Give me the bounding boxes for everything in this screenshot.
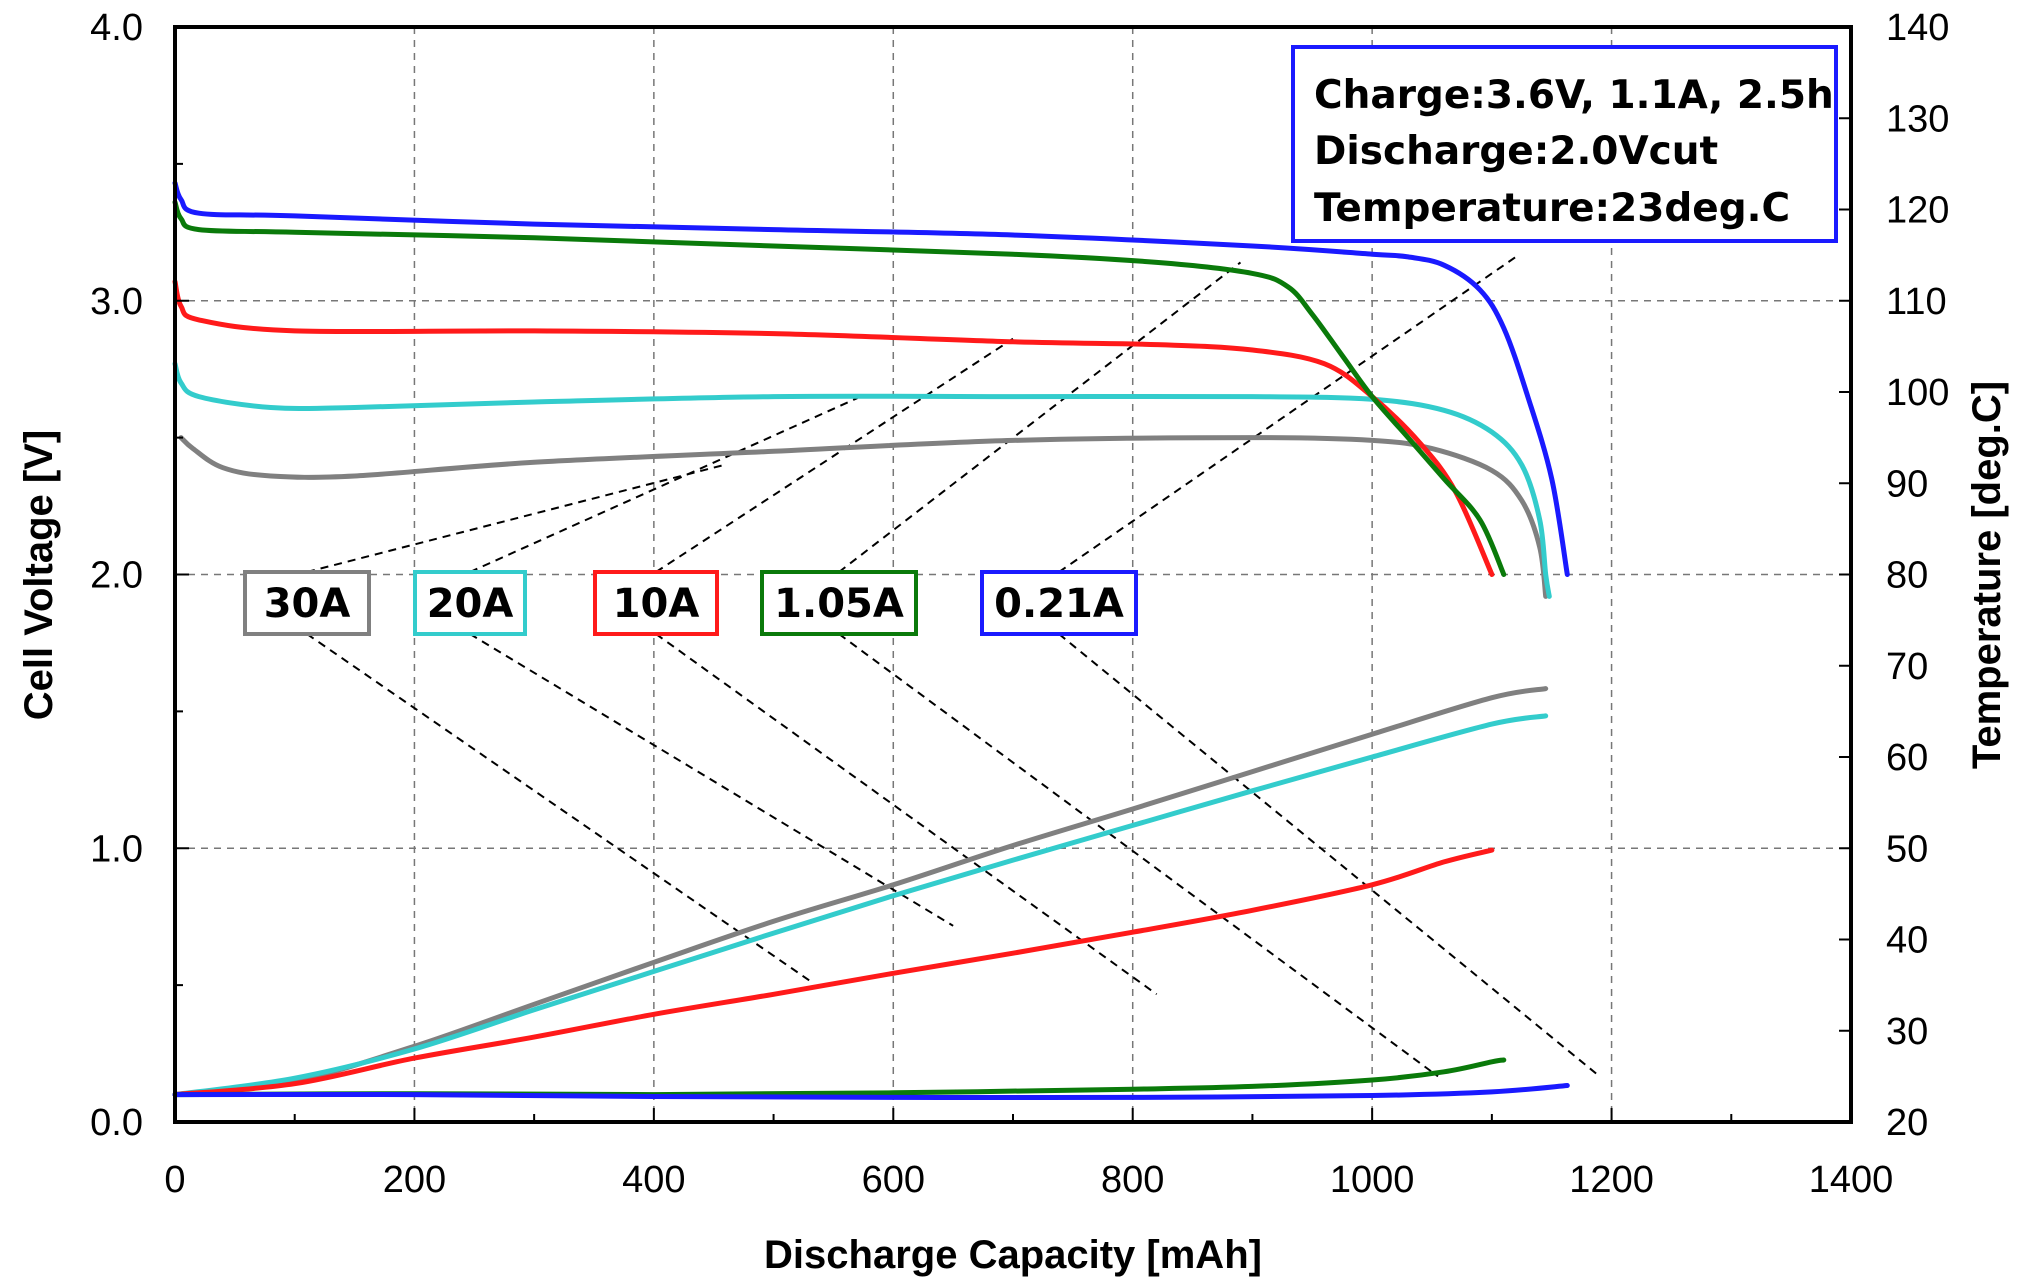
y2-tick-label: 60 bbox=[1886, 737, 1928, 779]
leader-voltage-20A bbox=[469, 397, 858, 573]
y2-tick-label: 80 bbox=[1886, 555, 1928, 597]
temperature-line-10A bbox=[172, 847, 1495, 1098]
y-tick-label: 3.0 bbox=[90, 281, 143, 323]
data-series bbox=[172, 180, 1570, 1101]
y-tick-label: 0.0 bbox=[90, 1102, 143, 1144]
temperature-condition: Temperature:23deg.C bbox=[1314, 186, 1790, 231]
y-tick-label: 4.0 bbox=[90, 7, 143, 49]
leader-temperature-30A bbox=[306, 633, 811, 982]
y2-tick-label: 50 bbox=[1886, 828, 1928, 870]
label-text-10A: 10A bbox=[613, 581, 700, 627]
discharge-condition: Discharge:2.0Vcut bbox=[1314, 129, 1718, 174]
y2-tick-label: 40 bbox=[1886, 920, 1928, 962]
label-box-20A bbox=[413, 570, 527, 636]
x-axis-title: Discharge Capacity [mAh] bbox=[764, 1233, 1262, 1277]
series-labels: 30A 20A 10A 1.05A 0.21A bbox=[243, 570, 1138, 636]
voltage-line-1_05A bbox=[172, 199, 1507, 577]
x-tick-label: 600 bbox=[862, 1159, 925, 1201]
label-box-0_21A bbox=[980, 570, 1138, 636]
label-box-1_05A bbox=[760, 570, 918, 636]
y2-tick-label: 130 bbox=[1886, 98, 1949, 140]
voltage-line-10A bbox=[172, 279, 1495, 577]
leader-voltage-30A bbox=[306, 463, 726, 573]
y2-tick-label: 140 bbox=[1886, 7, 1949, 49]
label-box-10A bbox=[593, 570, 719, 636]
y2-tick-label: 30 bbox=[1886, 1011, 1928, 1053]
y2-tick-label: 20 bbox=[1886, 1102, 1928, 1144]
y2-tick-label: 120 bbox=[1886, 190, 1949, 232]
charge-condition: Charge:3.6V, 1.1A, 2.5h bbox=[1314, 73, 1834, 118]
tick-labels: 0 200 400 600 800 1000 1200 1400 0.0 1.0 2.0 3.0 4.0… bbox=[90, 7, 1949, 1201]
temperature-line-0_21A bbox=[172, 1083, 1570, 1101]
label-text-30A: 30A bbox=[264, 581, 351, 627]
y-axis-title: Cell Voltage [V] bbox=[17, 430, 61, 720]
y2-axis-title: Temperature [deg.C] bbox=[1965, 381, 2009, 769]
leader-temperature-0_21A bbox=[1058, 633, 1601, 1078]
x-tick-label: 0 bbox=[164, 1159, 185, 1201]
leader-temperature-20A bbox=[469, 633, 954, 927]
leader-temperature-1_05A bbox=[838, 633, 1439, 1078]
y-tick-label: 2.0 bbox=[90, 555, 143, 597]
label-text-1_05A: 1.05A bbox=[774, 581, 904, 627]
x-tick-label: 1200 bbox=[1569, 1159, 1654, 1201]
voltage-line-0_21A bbox=[172, 180, 1570, 577]
x-tick-label: 200 bbox=[383, 1159, 446, 1201]
y2-tick-label: 90 bbox=[1886, 463, 1928, 505]
x-tick-label: 1400 bbox=[1809, 1159, 1894, 1201]
axis-ticks bbox=[174, 26, 1852, 1123]
temperature-line-20A bbox=[172, 713, 1549, 1098]
x-tick-label: 800 bbox=[1101, 1159, 1164, 1201]
x-tick-label: 400 bbox=[622, 1159, 685, 1201]
leader-voltage-0_21A bbox=[1058, 256, 1517, 573]
leader-voltage-10A bbox=[655, 337, 1014, 573]
leader-voltage-1_05A bbox=[838, 261, 1242, 573]
label-text-20A: 20A bbox=[427, 581, 514, 627]
y-tick-label: 1.0 bbox=[90, 828, 143, 870]
label-box-30A bbox=[243, 570, 371, 636]
leader-temperature-10A bbox=[655, 633, 1158, 996]
temperature-line-30A bbox=[172, 686, 1549, 1098]
label-text-0_21A: 0.21A bbox=[994, 581, 1124, 627]
y2-tick-label: 70 bbox=[1886, 646, 1928, 688]
y2-tick-label: 100 bbox=[1886, 372, 1949, 414]
label-leader-lines bbox=[306, 256, 1601, 1078]
conditions-box: Charge:3.6V, 1.1A, 2.5h Discharge:2.0Vcu… bbox=[1291, 45, 1838, 243]
x-tick-label: 1000 bbox=[1330, 1159, 1415, 1201]
voltage-line-30A bbox=[178, 435, 1549, 599]
y2-tick-label: 110 bbox=[1886, 281, 1947, 323]
voltage-line-20A bbox=[172, 361, 1552, 599]
